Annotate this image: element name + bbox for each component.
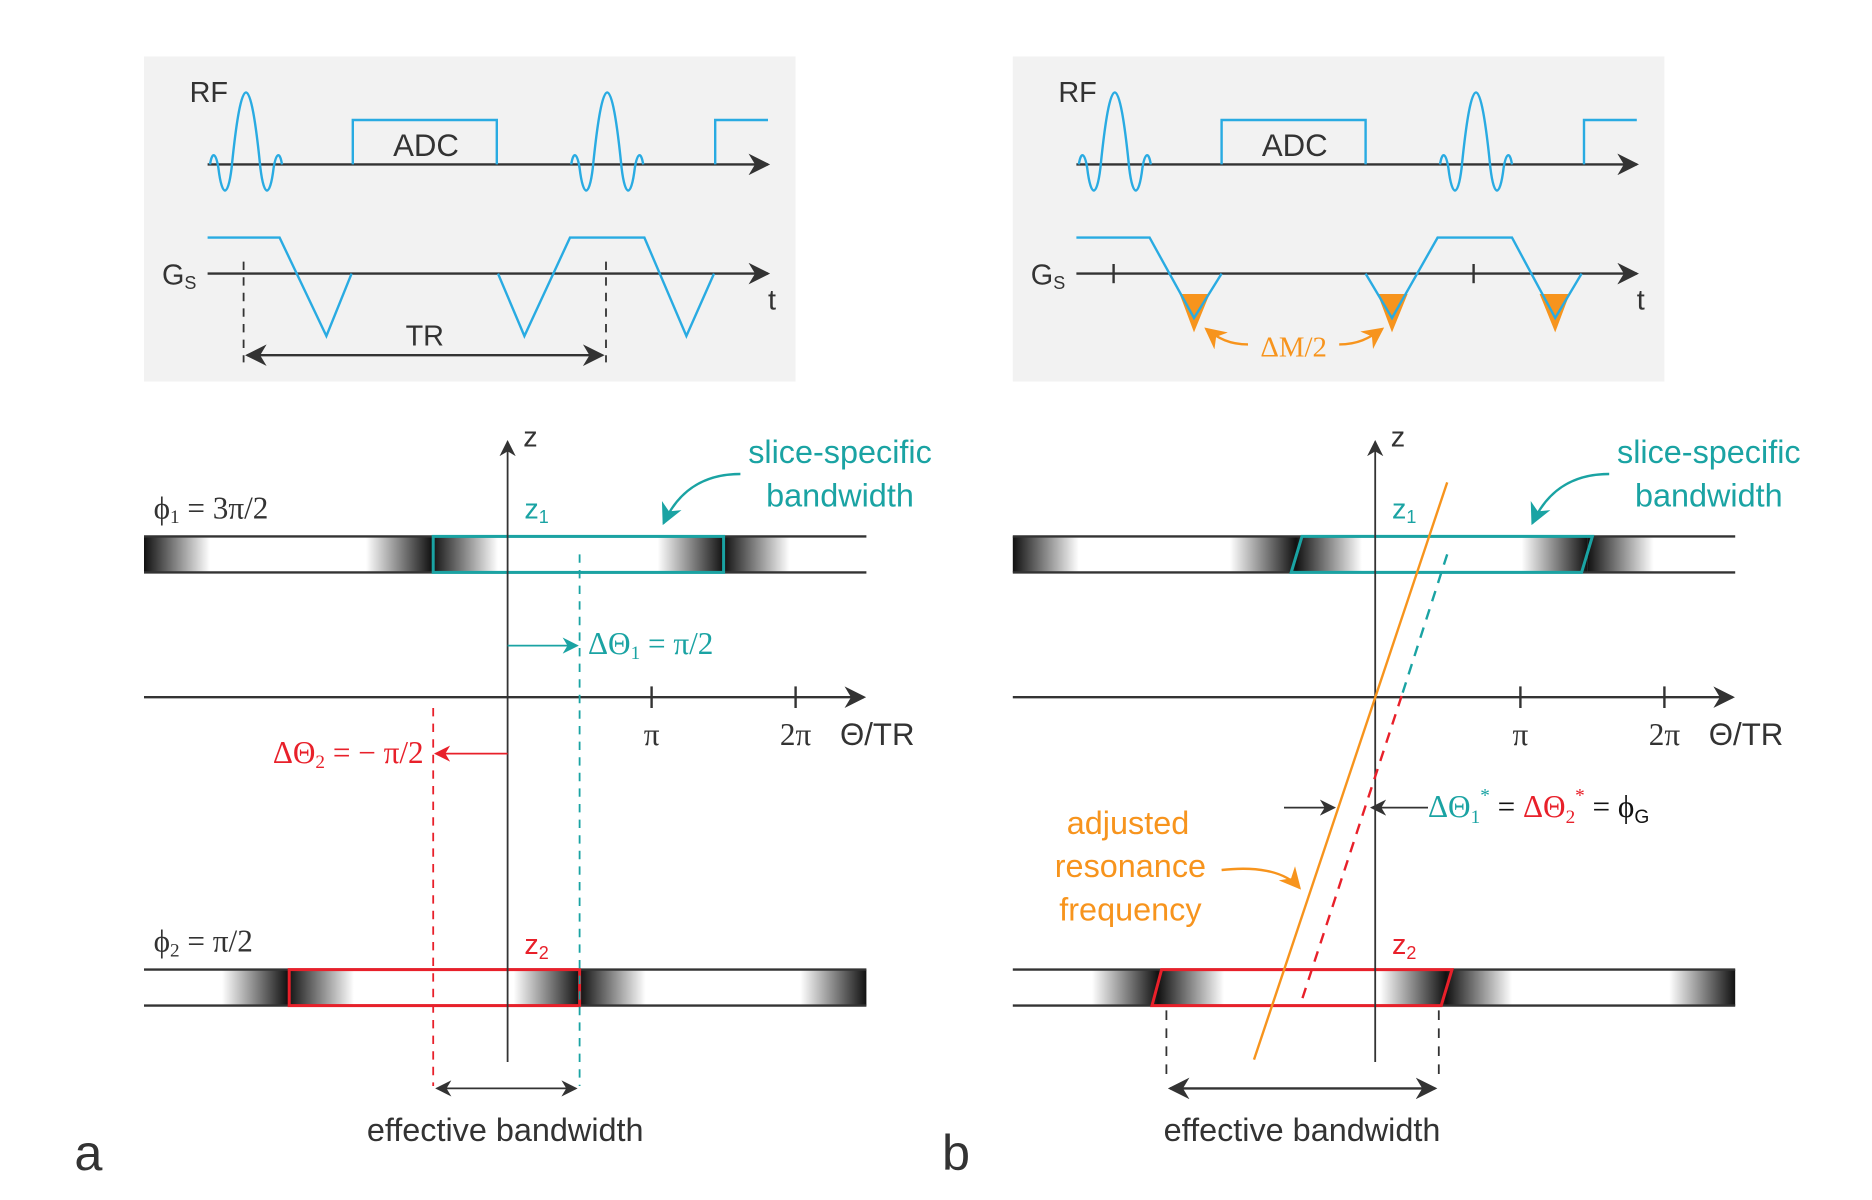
time-label: t bbox=[1637, 285, 1645, 317]
z-axis-label: z bbox=[1391, 421, 1405, 453]
tick-label-2pi: 2π bbox=[780, 717, 812, 752]
adc-window bbox=[351, 118, 498, 165]
z2-label: z2 bbox=[1392, 929, 1416, 963]
tick-label-pi: π bbox=[1513, 717, 1529, 752]
phi1-label: ϕ1 = 3π/2 bbox=[154, 490, 269, 528]
theta-axis-label: Θ/TR bbox=[840, 717, 915, 752]
dtheta1-label: ΔΘ1 = π/2 bbox=[588, 626, 713, 664]
slice-1-profile-b bbox=[1012, 534, 1736, 574]
rf-label: RF bbox=[1058, 77, 1096, 109]
adjusted-label-line1: adjusted bbox=[1067, 805, 1189, 841]
effective-bandwidth-label: effective bandwidth bbox=[1164, 1112, 1441, 1148]
panel-b-label: b bbox=[942, 1124, 970, 1181]
gs-label: GS bbox=[1031, 259, 1065, 293]
slice-bandwidth-arrow bbox=[1530, 472, 1610, 526]
slice-1-shift-dashed bbox=[1400, 554, 1449, 697]
time-label: t bbox=[768, 285, 776, 317]
tr-label: TR bbox=[406, 321, 444, 353]
rf-pulse-2 bbox=[1438, 91, 1514, 192]
dm-arrow-left bbox=[1204, 327, 1249, 350]
dm-half-label: ΔM/2 bbox=[1260, 331, 1327, 363]
panel-b: RF ADC GS t ΔM/2 bbox=[942, 56, 1801, 1181]
sequence-diagram-a: RF ADC GS t TR bbox=[144, 56, 796, 382]
slice-bandwidth-label-line1: slice-specific bbox=[1617, 434, 1801, 470]
rf-pulse-1 bbox=[1077, 91, 1152, 192]
z1-label: z1 bbox=[524, 493, 548, 527]
panel-a: RF ADC GS t TR bbox=[74, 56, 932, 1181]
adjusted-label-line2: resonance bbox=[1055, 848, 1206, 884]
dtheta-star-label: ΔΘ1* = ΔΘ2* = ϕG bbox=[1428, 786, 1649, 829]
slice-bandwidth-label-line2: bandwidth bbox=[766, 477, 914, 513]
slice-bandwidth-label-line2: bandwidth bbox=[1635, 477, 1783, 513]
slice-2-box bbox=[287, 968, 582, 1008]
slice-1-box bbox=[1289, 534, 1595, 574]
rf-label: RF bbox=[190, 77, 228, 109]
slice-gradient-waveform bbox=[207, 236, 716, 340]
tick-label-pi: π bbox=[644, 717, 660, 752]
dtheta2-label: ΔΘ2 = − π/2 bbox=[273, 735, 424, 773]
adc-window bbox=[1220, 118, 1367, 165]
slice-bandwidth-label-line1: slice-specific bbox=[748, 434, 932, 470]
adc-label: ADC bbox=[1262, 128, 1328, 163]
z1-label: z1 bbox=[1392, 493, 1416, 527]
z2-label: z2 bbox=[524, 929, 548, 963]
adc-window-next bbox=[1582, 118, 1637, 165]
rf-pulse-1 bbox=[208, 91, 284, 192]
slice-1-profile-a bbox=[144, 534, 867, 574]
sequence-background bbox=[144, 56, 796, 382]
phi2-label: ϕ2 = π/2 bbox=[154, 924, 253, 962]
z-axis-label: z bbox=[523, 421, 537, 453]
slice-bandwidth-arrow bbox=[661, 472, 741, 526]
slice-gradient-waveform bbox=[1076, 236, 1583, 321]
dm-arrow-right bbox=[1339, 327, 1385, 349]
slice-2-profile-a bbox=[144, 968, 867, 1008]
slice-1-box bbox=[431, 534, 726, 574]
slice-2-box bbox=[1150, 968, 1455, 1008]
effective-bandwidth-label: effective bandwidth bbox=[367, 1112, 644, 1148]
rf-pulse-2 bbox=[570, 91, 645, 192]
slice-2-shift-dashed bbox=[1300, 695, 1403, 1000]
adc-label: ADC bbox=[393, 128, 459, 163]
tick-label-2pi: 2π bbox=[1649, 717, 1681, 752]
theta-axis-label: Θ/TR bbox=[1709, 717, 1784, 752]
adjusted-arrow bbox=[1221, 866, 1302, 890]
panel-a-label: a bbox=[74, 1124, 103, 1181]
sequence-diagram-b: RF ADC GS t ΔM/2 bbox=[1012, 56, 1665, 382]
slice-2-profile-b bbox=[1012, 968, 1736, 1008]
adjusted-label-line3: frequency bbox=[1059, 891, 1202, 927]
gs-label: GS bbox=[162, 259, 196, 293]
adjusted-resonance-line bbox=[1252, 482, 1449, 1060]
sequence-background bbox=[1012, 56, 1665, 382]
adc-window-next bbox=[714, 118, 768, 165]
